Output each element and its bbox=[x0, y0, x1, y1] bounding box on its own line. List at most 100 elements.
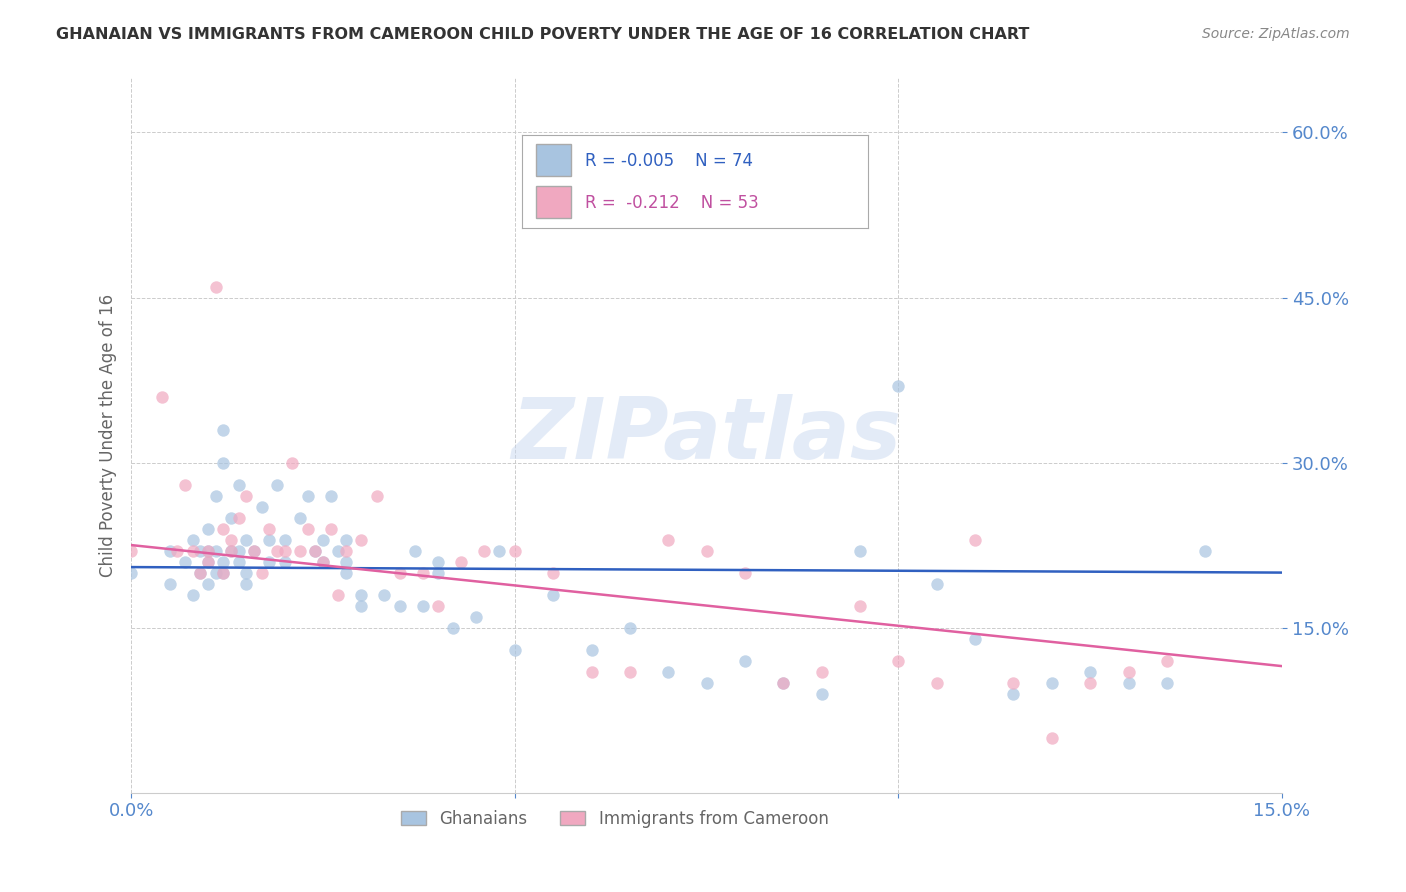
Point bbox=[273, 533, 295, 547]
Point bbox=[228, 543, 250, 558]
Point bbox=[219, 543, 242, 558]
Point bbox=[219, 533, 242, 547]
Point bbox=[427, 599, 450, 613]
Point bbox=[335, 566, 357, 580]
Point bbox=[1194, 543, 1216, 558]
Point bbox=[443, 621, 465, 635]
Point bbox=[174, 477, 197, 491]
Point bbox=[1040, 675, 1063, 690]
Point bbox=[581, 642, 603, 657]
Point bbox=[212, 555, 235, 569]
Point bbox=[412, 566, 434, 580]
Point bbox=[212, 456, 235, 470]
Point bbox=[197, 555, 219, 569]
Point bbox=[1118, 665, 1140, 679]
Point bbox=[212, 566, 235, 580]
Point bbox=[297, 489, 319, 503]
Point bbox=[1078, 675, 1101, 690]
Point bbox=[965, 632, 987, 646]
Point bbox=[619, 665, 641, 679]
Point bbox=[312, 555, 335, 569]
Text: GHANAIAN VS IMMIGRANTS FROM CAMEROON CHILD POVERTY UNDER THE AGE OF 16 CORRELATI: GHANAIAN VS IMMIGRANTS FROM CAMEROON CHI… bbox=[56, 27, 1029, 42]
Point bbox=[925, 576, 948, 591]
Point bbox=[120, 543, 142, 558]
Point bbox=[304, 543, 326, 558]
Point bbox=[319, 522, 342, 536]
Point bbox=[259, 533, 281, 547]
Point bbox=[541, 566, 564, 580]
Point bbox=[373, 588, 395, 602]
Point bbox=[181, 543, 204, 558]
Point bbox=[266, 543, 288, 558]
Point bbox=[188, 566, 211, 580]
Point bbox=[174, 555, 197, 569]
Y-axis label: Child Poverty Under the Age of 16: Child Poverty Under the Age of 16 bbox=[100, 293, 117, 576]
Point bbox=[328, 588, 350, 602]
Point bbox=[204, 489, 226, 503]
Point bbox=[412, 599, 434, 613]
Point bbox=[925, 675, 948, 690]
Point bbox=[188, 566, 211, 580]
Point bbox=[197, 543, 219, 558]
Point bbox=[235, 489, 257, 503]
Point bbox=[488, 543, 510, 558]
Point bbox=[1118, 675, 1140, 690]
Point bbox=[849, 543, 872, 558]
Point bbox=[197, 543, 219, 558]
Point bbox=[619, 621, 641, 635]
Point bbox=[657, 533, 679, 547]
Point bbox=[250, 566, 273, 580]
Point bbox=[1156, 675, 1178, 690]
Point bbox=[350, 533, 373, 547]
Point bbox=[772, 675, 794, 690]
Point bbox=[197, 555, 219, 569]
Point bbox=[219, 543, 242, 558]
Point bbox=[181, 588, 204, 602]
Point bbox=[388, 566, 411, 580]
Point bbox=[581, 665, 603, 679]
Point bbox=[150, 390, 173, 404]
Point bbox=[657, 665, 679, 679]
Point bbox=[197, 576, 219, 591]
Point bbox=[250, 500, 273, 514]
Point bbox=[259, 522, 281, 536]
Point bbox=[181, 533, 204, 547]
Point bbox=[228, 477, 250, 491]
Point bbox=[734, 566, 756, 580]
Point bbox=[335, 555, 357, 569]
Point bbox=[166, 543, 188, 558]
Point bbox=[541, 588, 564, 602]
Point bbox=[159, 576, 181, 591]
Point bbox=[212, 423, 235, 437]
Point bbox=[219, 510, 242, 524]
Point bbox=[335, 533, 357, 547]
Point bbox=[404, 543, 426, 558]
Point bbox=[465, 609, 488, 624]
Point bbox=[281, 456, 304, 470]
Point bbox=[312, 555, 335, 569]
Point bbox=[810, 665, 832, 679]
Point bbox=[1002, 675, 1025, 690]
Point bbox=[427, 566, 450, 580]
Point bbox=[204, 566, 226, 580]
Point bbox=[1156, 654, 1178, 668]
Point bbox=[319, 489, 342, 503]
Point bbox=[235, 533, 257, 547]
Point bbox=[243, 543, 266, 558]
Point bbox=[696, 543, 718, 558]
Point bbox=[427, 555, 450, 569]
Point bbox=[288, 510, 311, 524]
Point bbox=[235, 576, 257, 591]
Point bbox=[288, 543, 311, 558]
Point bbox=[312, 533, 335, 547]
Point bbox=[243, 543, 266, 558]
Legend: Ghanaians, Immigrants from Cameroon: Ghanaians, Immigrants from Cameroon bbox=[394, 803, 835, 834]
Point bbox=[849, 599, 872, 613]
Point bbox=[696, 675, 718, 690]
Point bbox=[887, 654, 910, 668]
Point bbox=[1078, 665, 1101, 679]
Point bbox=[235, 566, 257, 580]
Point bbox=[772, 675, 794, 690]
Text: Source: ZipAtlas.com: Source: ZipAtlas.com bbox=[1202, 27, 1350, 41]
Point bbox=[159, 543, 181, 558]
